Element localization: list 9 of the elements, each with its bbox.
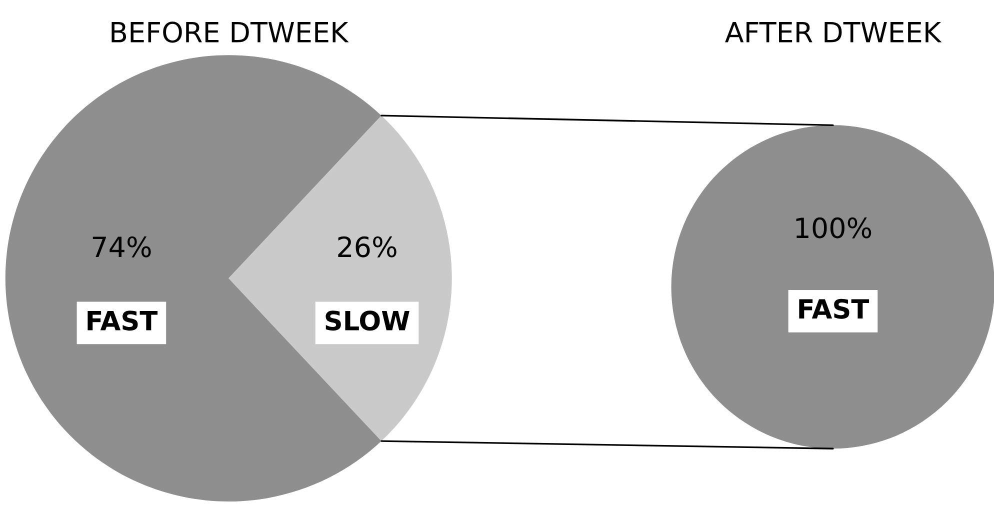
slice-label: FAST	[799, 298, 870, 319]
chart-title: AFTER DTWEEK	[725, 22, 942, 42]
slice-label: FAST	[88, 310, 158, 331]
data-label: 74%	[92, 236, 151, 258]
chart-title: BEFORE DTWEEK	[112, 22, 349, 43]
slice-label: SLOW	[326, 310, 410, 331]
pie-slice	[228, 116, 452, 442]
data-label: 100%	[796, 217, 872, 238]
data-label: 26%	[338, 236, 396, 258]
